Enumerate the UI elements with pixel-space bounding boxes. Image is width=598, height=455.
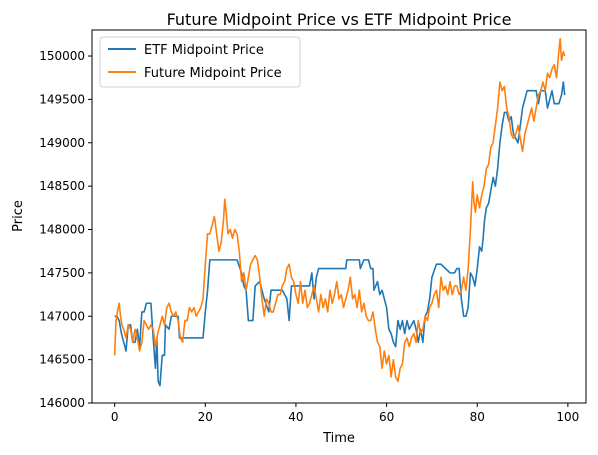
y-tick-label: 149500 <box>39 92 85 106</box>
x-tick-label: 60 <box>379 410 394 424</box>
y-tick-label: 147500 <box>39 266 85 280</box>
x-tick-label: 20 <box>198 410 213 424</box>
y-tick-label: 146500 <box>39 353 85 367</box>
x-axis-label: Time <box>322 431 355 446</box>
x-tick-label: 80 <box>470 410 485 424</box>
y-tick-label: 150000 <box>39 49 85 63</box>
y-tick-label: 149000 <box>39 136 85 150</box>
y-tick-label: 148000 <box>39 223 85 237</box>
series-line-etf <box>114 81 566 387</box>
y-tick-label: 147000 <box>39 309 85 323</box>
plot-frame <box>91 29 587 404</box>
x-axis: 0 20 40 60 80 100 <box>111 403 579 424</box>
series-line-future <box>113 37 566 383</box>
y-axis-label: Price <box>11 200 26 232</box>
series-layer <box>113 37 566 387</box>
legend-label-etf: ETF Midpoint Price <box>144 43 264 58</box>
legend-box <box>99 36 301 88</box>
x-tick-label: 0 <box>111 410 119 424</box>
legend-label-future: Future Midpoint Price <box>144 66 282 81</box>
y-tick-label: 146000 <box>39 396 85 410</box>
legend: ETF Midpoint Price Future Midpoint Price <box>99 36 301 88</box>
y-tick-label: 148500 <box>39 179 85 193</box>
plot-background <box>92 30 586 403</box>
chart-title: Future Midpoint Price vs ETF Midpoint Pr… <box>167 10 512 29</box>
plot-area <box>91 29 587 404</box>
x-tick-label: 40 <box>288 410 303 424</box>
y-axis: 146000 146500 147000 147500 148000 148500 1490… <box>39 49 92 410</box>
x-tick-label: 100 <box>556 410 579 424</box>
